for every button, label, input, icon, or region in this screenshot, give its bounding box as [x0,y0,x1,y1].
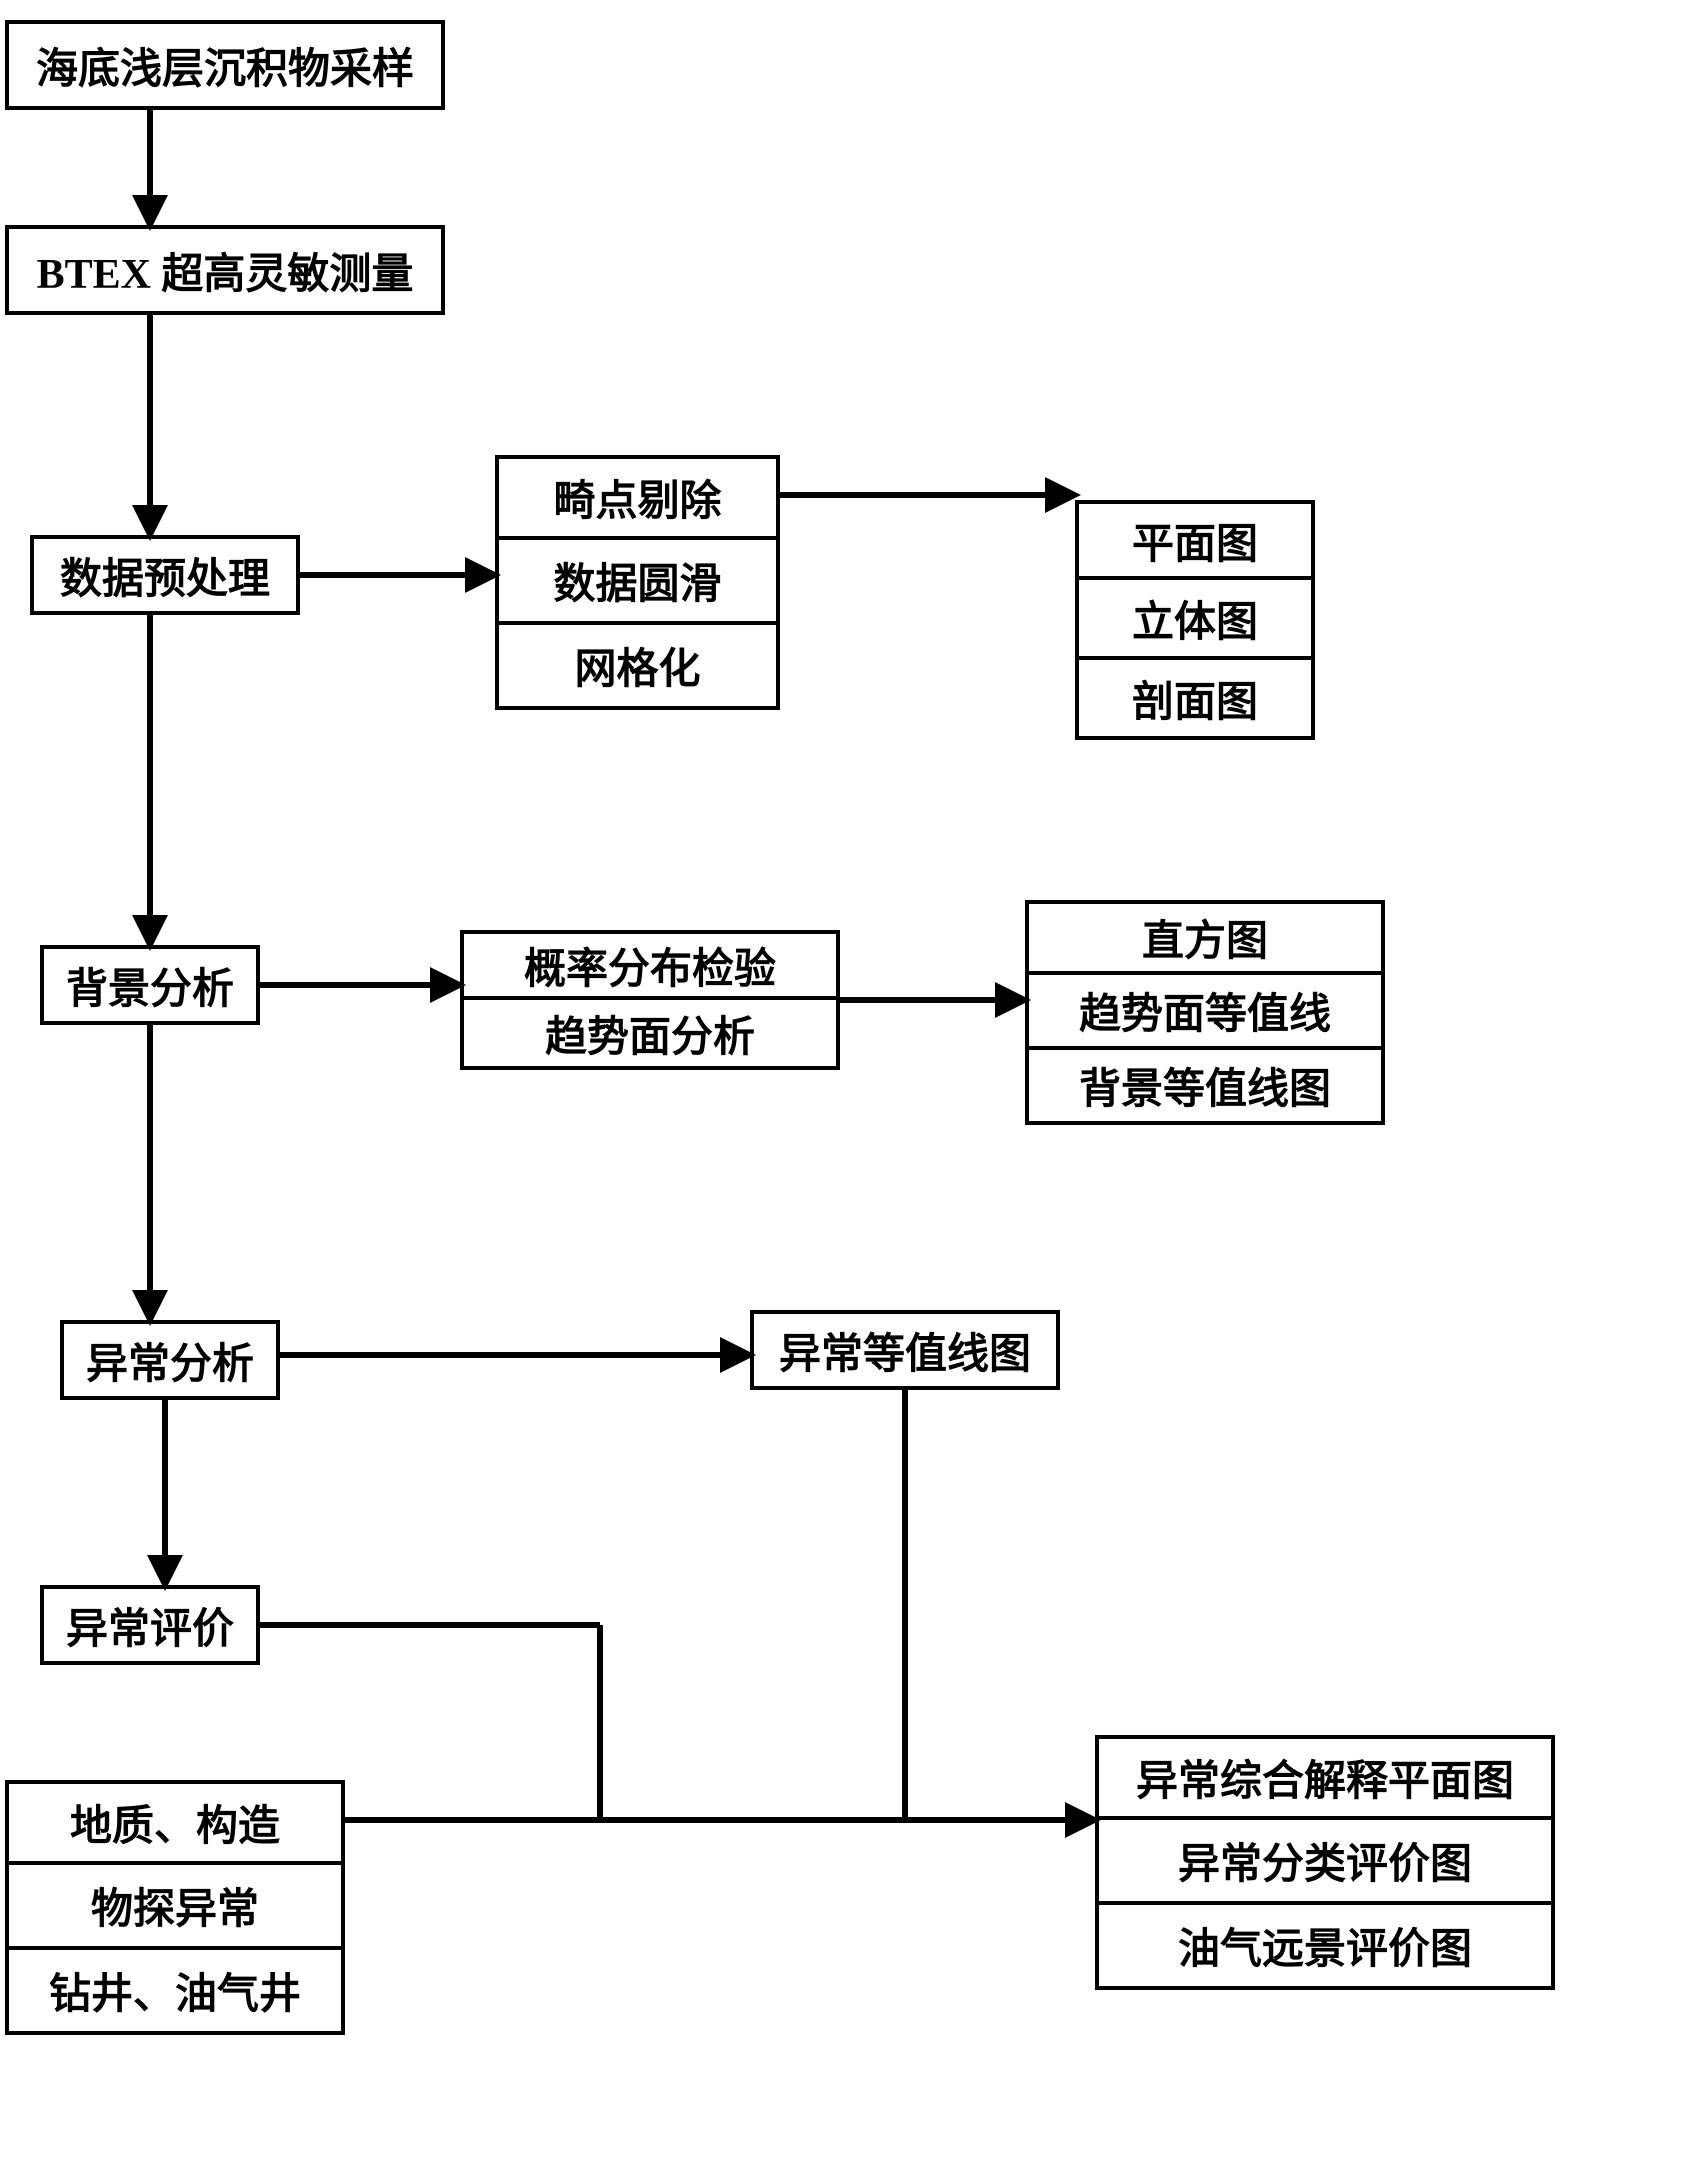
node-label: 数据预处理 [60,545,270,606]
stack-final-outputs: 异常综合解释平面图 异常分类评价图 油气远景评价图 [1095,1735,1555,1990]
cell-label: 地质、构造 [70,1792,280,1853]
cell-label: 异常综合解释平面图 [1136,1747,1514,1808]
stack-cell: 数据圆滑 [495,540,780,625]
node-sampling: 海底浅层沉积物采样 [5,20,445,110]
stack-cell: 异常综合解释平面图 [1095,1735,1555,1820]
node-label: 异常等值线图 [779,1320,1031,1381]
cell-label: 油气远景评价图 [1178,1915,1472,1976]
stack-preprocess-steps: 畸点剔除 数据圆滑 网格化 [495,455,780,710]
node-label: 海底浅层沉积物采样 [36,35,414,96]
stack-background-outputs: 直方图 趋势面等值线 背景等值线图 [1025,900,1385,1125]
cell-label: 立体图 [1132,588,1258,649]
cell-label: 平面图 [1132,510,1258,571]
stack-cell: 剖面图 [1075,660,1315,740]
stack-cell: 地质、构造 [5,1780,345,1865]
node-label: 异常评价 [66,1595,234,1656]
cell-label: 数据圆滑 [553,550,721,611]
node-anomaly-analysis: 异常分析 [60,1320,280,1400]
node-label: 异常分析 [86,1330,254,1391]
node-preprocess: 数据预处理 [30,535,300,615]
cell-label: 概率分布检验 [524,935,776,996]
node-label: BTEX 超高灵敏测量 [37,240,414,301]
node-background: 背景分析 [40,945,260,1025]
stack-cell: 钻井、油气井 [5,1950,345,2035]
cell-label: 网格化 [574,635,700,696]
stack-cell: 物探异常 [5,1865,345,1950]
stack-cell: 油气远景评价图 [1095,1905,1555,1990]
stack-cell: 平面图 [1075,500,1315,580]
cell-label: 异常分类评价图 [1178,1830,1472,1891]
stack-cell: 立体图 [1075,580,1315,660]
cell-label: 背景等值线图 [1079,1055,1331,1116]
stack-cell: 异常分类评价图 [1095,1820,1555,1905]
node-anomaly-contour: 异常等值线图 [750,1310,1060,1390]
cell-label: 钻井、油气井 [49,1960,301,2021]
cell-label: 趋势面分析 [545,1003,755,1064]
stack-view-types: 平面图 立体图 剖面图 [1075,500,1315,740]
cell-label: 趋势面等值线 [1079,980,1331,1041]
stack-cell: 网格化 [495,625,780,710]
stack-cell: 背景等值线图 [1025,1050,1385,1125]
cell-label: 畸点剔除 [553,467,721,528]
node-label: 背景分析 [66,955,234,1016]
node-btex: BTEX 超高灵敏测量 [5,225,445,315]
stack-cell: 畸点剔除 [495,455,780,540]
stack-cell: 趋势面等值线 [1025,975,1385,1050]
stack-cell: 直方图 [1025,900,1385,975]
stack-cell: 概率分布检验 [460,930,840,1000]
stack-eval-inputs: 地质、构造 物探异常 钻井、油气井 [5,1780,345,2035]
cell-label: 直方图 [1142,907,1268,968]
node-anomaly-eval: 异常评价 [40,1585,260,1665]
cell-label: 物探异常 [91,1875,259,1936]
stack-background-methods: 概率分布检验 趋势面分析 [460,930,840,1070]
cell-label: 剖面图 [1132,668,1258,729]
stack-cell: 趋势面分析 [460,1000,840,1070]
